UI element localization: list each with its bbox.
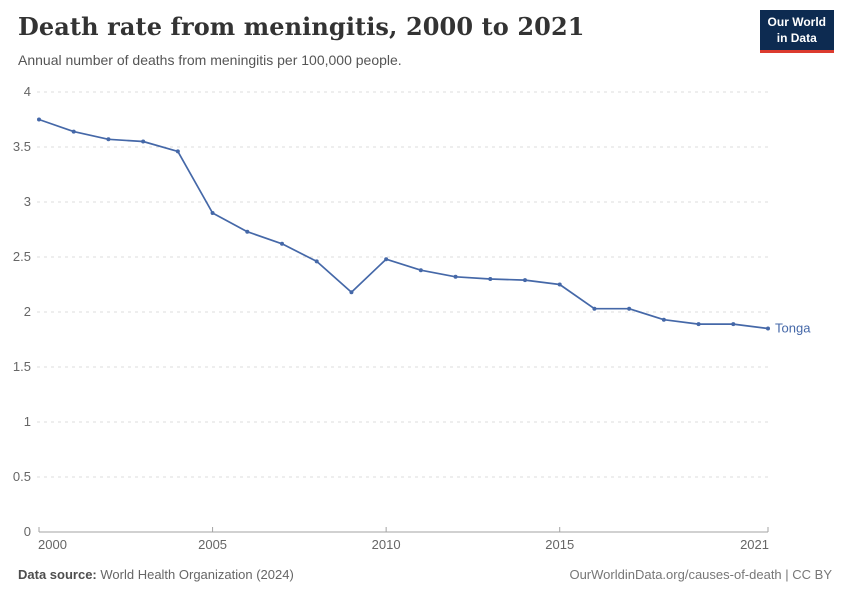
data-point[interactable] [280, 241, 284, 246]
data-point[interactable] [627, 306, 632, 311]
line-chart-canvas[interactable]: 0 0.5 1 1.5 2 2.5 3 3.5 4 2000 2005 2010 2015 2021 Ton… [0, 80, 850, 560]
chart-footer: Data source: World Health Organization (… [18, 567, 832, 582]
data-point[interactable] [696, 322, 701, 327]
owid-logo-line2: in Data [776, 30, 817, 45]
data-point[interactable] [418, 268, 423, 273]
x-axis-tick-label: 2005 [198, 537, 227, 552]
data-point[interactable] [210, 211, 215, 215]
data-point[interactable] [37, 117, 41, 122]
data-point[interactable] [766, 326, 770, 331]
y-axis-tick-label: 3.5 [13, 139, 31, 154]
owid-logo-line1: Our World [767, 15, 826, 29]
data-source-value: World Health Organization (2024) [100, 567, 294, 582]
owid-logo: Our World in Data [759, 10, 834, 54]
data-point[interactable] [106, 137, 111, 142]
y-axis-tick-label: 1.5 [13, 359, 31, 374]
data-source-label: Data source: [18, 567, 97, 582]
data-point[interactable] [245, 229, 250, 234]
y-axis-tick-label: 2.5 [13, 249, 31, 264]
y-axis-tick-label: 3 [24, 194, 31, 209]
data-point[interactable] [175, 149, 180, 154]
data-point[interactable] [731, 322, 736, 327]
x-axis-tick-label: 2010 [372, 537, 401, 552]
y-axis-tick-label: 0 [24, 524, 31, 539]
data-point[interactable] [557, 282, 562, 287]
data-point[interactable] [488, 277, 493, 281]
chart-title: Death rate from meningitis, 2000 to 2021 [18, 12, 585, 41]
data-point[interactable] [661, 317, 666, 322]
data-point[interactable] [384, 257, 389, 262]
data-point[interactable] [141, 139, 146, 144]
chart-subtitle: Annual number of deaths from meningitis … [18, 52, 402, 68]
x-axis-tick-label: 2015 [545, 537, 574, 552]
data-point[interactable] [592, 306, 597, 311]
data-point[interactable] [71, 129, 76, 134]
y-axis-tick-label: 0.5 [13, 469, 31, 484]
data-point[interactable] [349, 290, 354, 295]
line-series-tonga[interactable] [38, 118, 769, 330]
x-axis-tick-label: 2021 [740, 537, 769, 552]
data-point[interactable] [523, 278, 527, 283]
data-source: Data source: World Health Organization (… [18, 567, 294, 582]
data-point[interactable] [314, 259, 319, 264]
x-axis-tick-label: 2000 [38, 537, 67, 552]
y-axis-tick-label: 2 [24, 304, 31, 319]
y-axis-tick-label: 4 [24, 84, 31, 99]
series-end-label: Tonga [775, 321, 811, 336]
y-axis-tick-label: 1 [24, 414, 31, 429]
data-point[interactable] [453, 274, 458, 279]
attribution-text: OurWorldinData.org/causes-of-death | CC … [569, 567, 832, 582]
